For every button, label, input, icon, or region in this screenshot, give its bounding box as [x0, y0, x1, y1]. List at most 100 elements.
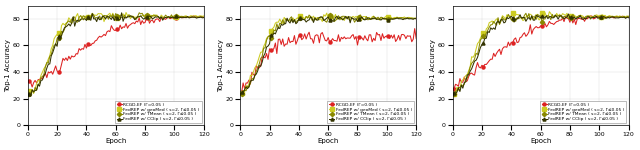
FedREP w/ TMean ( s=2, Γ≤0.05 ): [625, 15, 632, 17]
FedREP w/ geoMed ( s=2, Γ≤0.05 ): [238, 92, 246, 94]
FedREP w/ CClip ( s=2, Γ≤0.05 ): [63, 25, 71, 27]
FedREP w/ TMean ( s=2, Γ≤0.05 ): [548, 14, 556, 15]
FedREP w/ TMean ( s=2, Γ≤0.05 ): [26, 93, 33, 95]
Line: FedREP w/ geoMed ( s=2, Γ≤0.05 ): FedREP w/ geoMed ( s=2, Γ≤0.05 ): [28, 11, 205, 95]
FedREP w/ CClip ( s=2, Γ≤0.05 ): [336, 16, 344, 18]
FedREP w/ geoMed ( s=2, Γ≤0.05 ): [74, 13, 81, 14]
FedREP w/ geoMed ( s=2, Γ≤0.05 ): [572, 16, 580, 17]
RCGD-EF (Γ=0.05 ): [625, 16, 632, 18]
RCGD-EF (Γ=0.05 ): [238, 92, 246, 93]
FedREP w/ CClip ( s=2, Γ≤0.05 ): [27, 95, 35, 97]
FedREP w/ geoMed ( s=2, Γ≤0.05 ): [497, 19, 505, 21]
Line: RCGD-EF (Γ=0.05 ): RCGD-EF (Γ=0.05 ): [28, 14, 205, 88]
FedREP w/ geoMed ( s=2, Γ≤0.05 ): [360, 16, 367, 17]
FedREP w/ TMean ( s=2, Γ≤0.05 ): [195, 16, 203, 18]
Line: RCGD-EF (Γ=0.05 ): RCGD-EF (Γ=0.05 ): [240, 27, 418, 94]
FedREP w/ geoMed ( s=2, Γ≤0.05 ): [148, 16, 156, 18]
RCGD-EF (Γ=0.05 ): [450, 88, 458, 90]
FedREP w/ geoMed ( s=2, Γ≤0.05 ): [323, 12, 330, 14]
FedREP w/ TMean ( s=2, Γ≤0.05 ): [62, 24, 70, 26]
FedREP w/ geoMed ( s=2, Γ≤0.05 ): [125, 14, 132, 16]
RCGD-EF (Γ=0.05 ): [497, 54, 505, 55]
FedREP w/ TMean ( s=2, Γ≤0.05 ): [450, 93, 458, 95]
FedREP w/ CClip ( s=2, Γ≤0.05 ): [200, 17, 207, 18]
FedREP w/ CClip ( s=2, Γ≤0.05 ): [118, 12, 125, 14]
RCGD-EF (Γ=0.05 ): [28, 86, 36, 88]
FedREP w/ CClip ( s=2, Γ≤0.05 ): [548, 17, 556, 19]
FedREP w/ CClip ( s=2, Γ≤0.05 ): [125, 16, 132, 18]
FedREP w/ CClip ( s=2, Γ≤0.05 ): [239, 92, 247, 93]
RCGD-EF (Γ=0.05 ): [406, 35, 414, 37]
FedREP w/ TMean ( s=2, Γ≤0.05 ): [620, 16, 628, 18]
Legend: RCGD-EF (Γ=0.05 ), FedREP w/ geoMed ( s=2, Γ≤0.05 ), FedREP w/ TMean ( s=2, Γ≤0.: RCGD-EF (Γ=0.05 ), FedREP w/ geoMed ( s=…: [327, 101, 414, 123]
FedREP w/ CClip ( s=2, Γ≤0.05 ): [26, 93, 33, 95]
FedREP w/ CClip ( s=2, Γ≤0.05 ): [410, 18, 417, 20]
RCGD-EF (Γ=0.05 ): [335, 34, 342, 36]
Line: FedREP w/ geoMed ( s=2, Γ≤0.05 ): FedREP w/ geoMed ( s=2, Γ≤0.05 ): [452, 10, 630, 96]
FedREP w/ CClip ( s=2, Γ≤0.05 ): [573, 17, 581, 19]
FedREP w/ TMean ( s=2, Γ≤0.05 ): [497, 20, 505, 22]
FedREP w/ TMean ( s=2, Γ≤0.05 ): [522, 12, 530, 14]
Line: FedREP w/ geoMed ( s=2, Γ≤0.05 ): FedREP w/ geoMed ( s=2, Γ≤0.05 ): [240, 12, 418, 94]
Line: FedREP w/ TMean ( s=2, Γ≤0.05 ): FedREP w/ TMean ( s=2, Γ≤0.05 ): [240, 13, 418, 95]
FedREP w/ TMean ( s=2, Γ≤0.05 ): [326, 14, 333, 16]
RCGD-EF (Γ=0.05 ): [412, 38, 420, 39]
Legend: RCGD-EF (Γ=0.05 ), FedREP w/ geoMed ( s=2, Γ≤0.05 ), FedREP w/ TMean ( s=2, Γ≤0.: RCGD-EF (Γ=0.05 ), FedREP w/ geoMed ( s=…: [115, 101, 202, 123]
RCGD-EF (Γ=0.05 ): [200, 17, 207, 18]
FedREP w/ CClip ( s=2, Γ≤0.05 ): [148, 18, 156, 20]
RCGD-EF (Γ=0.05 ): [376, 34, 383, 35]
Legend: RCGD-EF (Γ=0.05 ), FedREP w/ geoMed ( s=2, Γ≤0.05 ), FedREP w/ TMean ( s=2, Γ≤0.: RCGD-EF (Γ=0.05 ), FedREP w/ geoMed ( s=…: [540, 101, 627, 123]
RCGD-EF (Γ=0.05 ): [358, 37, 365, 39]
FedREP w/ CClip ( s=2, Γ≤0.05 ): [197, 16, 205, 18]
FedREP w/ CClip ( s=2, Γ≤0.05 ): [276, 28, 284, 29]
FedREP w/ CClip ( s=2, Γ≤0.05 ): [412, 18, 420, 20]
FedREP w/ geoMed ( s=2, Γ≤0.05 ): [487, 21, 495, 23]
RCGD-EF (Γ=0.05 ): [275, 39, 282, 40]
Y-axis label: Top-1 Accuracy: Top-1 Accuracy: [430, 39, 436, 92]
FedREP w/ TMean ( s=2, Γ≤0.05 ): [487, 24, 495, 26]
FedREP w/ CClip ( s=2, Γ≤0.05 ): [379, 18, 387, 20]
FedREP w/ CClip ( s=2, Γ≤0.05 ): [591, 16, 598, 18]
Line: FedREP w/ CClip ( s=2, Γ≤0.05 ): FedREP w/ CClip ( s=2, Γ≤0.05 ): [28, 11, 205, 98]
FedREP w/ geoMed ( s=2, Γ≤0.05 ): [450, 93, 458, 95]
FedREP w/ CClip ( s=2, Γ≤0.05 ): [166, 17, 174, 19]
FedREP w/ TMean ( s=2, Γ≤0.05 ): [136, 12, 143, 14]
FedREP w/ geoMed ( s=2, Γ≤0.05 ): [545, 11, 553, 13]
FedREP w/ geoMed ( s=2, Γ≤0.05 ): [26, 90, 33, 92]
FedREP w/ CClip ( s=2, Γ≤0.05 ): [564, 13, 572, 15]
FedREP w/ geoMed ( s=2, Γ≤0.05 ): [589, 16, 597, 18]
FedREP w/ TMean ( s=2, Γ≤0.05 ): [238, 93, 246, 94]
FedREP w/ geoMed ( s=2, Γ≤0.05 ): [200, 15, 207, 17]
FedREP w/ CClip ( s=2, Γ≤0.05 ): [342, 15, 349, 17]
FedREP w/ CClip ( s=2, Γ≤0.05 ): [488, 28, 496, 30]
FedREP w/ CClip ( s=2, Γ≤0.05 ): [361, 19, 369, 21]
RCGD-EF (Γ=0.05 ): [487, 58, 495, 60]
FedREP w/ geoMed ( s=2, Γ≤0.05 ): [625, 16, 632, 18]
FedREP w/ geoMed ( s=2, Γ≤0.05 ): [166, 16, 174, 18]
FedREP w/ geoMed ( s=2, Γ≤0.05 ): [197, 15, 205, 17]
FedREP w/ CClip ( s=2, Γ≤0.05 ): [74, 19, 81, 21]
RCGD-EF (Γ=0.05 ): [589, 18, 597, 20]
FedREP w/ CClip ( s=2, Γ≤0.05 ): [450, 93, 458, 94]
Line: FedREP w/ CClip ( s=2, Γ≤0.05 ): FedREP w/ CClip ( s=2, Γ≤0.05 ): [240, 15, 418, 94]
FedREP w/ TMean ( s=2, Γ≤0.05 ): [408, 17, 415, 19]
RCGD-EF (Γ=0.05 ): [74, 53, 81, 55]
FedREP w/ geoMed ( s=2, Γ≤0.05 ): [377, 17, 385, 18]
RCGD-EF (Γ=0.05 ): [620, 16, 628, 18]
RCGD-EF (Γ=0.05 ): [124, 27, 131, 29]
RCGD-EF (Γ=0.05 ): [570, 18, 578, 20]
FedREP w/ geoMed ( s=2, Γ≤0.05 ): [63, 21, 71, 23]
RCGD-EF (Γ=0.05 ): [411, 28, 419, 30]
Line: FedREP w/ TMean ( s=2, Γ≤0.05 ): FedREP w/ TMean ( s=2, Γ≤0.05 ): [28, 11, 205, 96]
RCGD-EF (Γ=0.05 ): [587, 15, 595, 17]
FedREP w/ TMean ( s=2, Γ≤0.05 ): [360, 18, 367, 20]
X-axis label: Epoch: Epoch: [317, 138, 339, 144]
FedREP w/ geoMed ( s=2, Γ≤0.05 ): [122, 12, 130, 13]
FedREP w/ TMean ( s=2, Γ≤0.05 ): [72, 21, 80, 23]
RCGD-EF (Γ=0.05 ): [197, 16, 205, 18]
FedREP w/ TMean ( s=2, Γ≤0.05 ): [147, 15, 155, 17]
RCGD-EF (Γ=0.05 ): [547, 22, 555, 24]
Y-axis label: Top-1 Accuracy: Top-1 Accuracy: [218, 39, 224, 92]
FedREP w/ TMean ( s=2, Γ≤0.05 ): [275, 28, 282, 29]
FedREP w/ CClip ( s=2, Γ≤0.05 ): [622, 17, 630, 19]
